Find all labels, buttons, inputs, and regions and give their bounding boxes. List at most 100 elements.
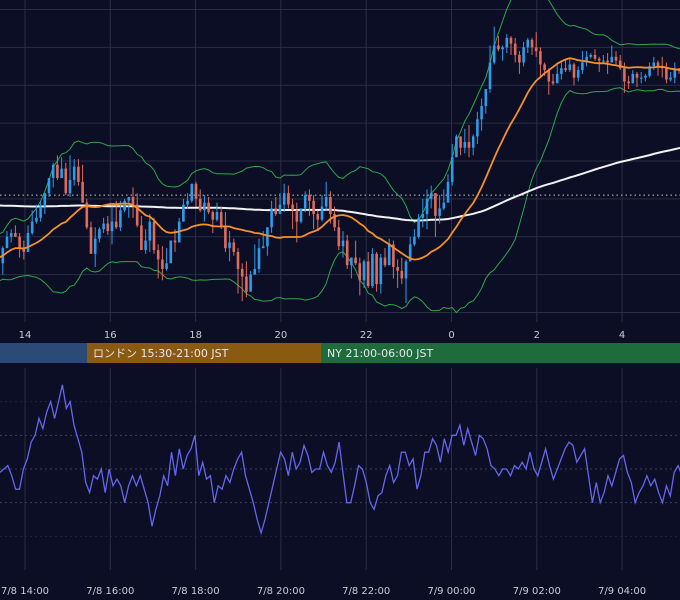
candle [30, 210, 34, 235]
candle [106, 215, 110, 235]
candle [308, 189, 311, 216]
candle [324, 181, 328, 211]
candle-body [156, 250, 160, 260]
candle-body [375, 253, 378, 285]
candle [316, 210, 320, 232]
candle [396, 259, 399, 288]
candle-body [530, 39, 534, 48]
candle-body [18, 236, 21, 249]
candle [43, 193, 47, 215]
candle [488, 45, 492, 93]
candle-body [169, 240, 173, 264]
oscillator-x-axis: 7/8 14:00 7/8 16:00 7/8 18:00 7/8 20:00 7/8 … [1, 586, 646, 597]
oscillator-grid [0, 368, 680, 570]
candle [245, 261, 248, 298]
candle-body [442, 202, 446, 209]
candle-body [463, 142, 467, 148]
candle [119, 200, 122, 232]
candle-body [39, 206, 42, 218]
candle [22, 240, 26, 260]
candle [9, 229, 13, 243]
candle [614, 51, 618, 65]
candle-body [249, 274, 252, 292]
candle [156, 244, 160, 279]
candle-body [484, 89, 488, 107]
candle-body [564, 68, 567, 71]
candle-body [270, 208, 273, 228]
candle [345, 234, 349, 269]
candle-body [497, 45, 500, 50]
candle [72, 159, 76, 186]
candle [585, 51, 588, 67]
candle-body [459, 136, 462, 148]
candle-body [131, 196, 135, 205]
candle [476, 111, 479, 144]
candle-body [106, 223, 110, 232]
candle [110, 206, 114, 245]
candle [102, 217, 105, 233]
candle [47, 178, 51, 197]
candle [211, 210, 215, 233]
candle-body [379, 257, 383, 285]
candle [467, 125, 471, 158]
candle-body [316, 214, 320, 220]
candle [312, 195, 315, 230]
candle [375, 251, 378, 292]
candle-body [278, 204, 282, 215]
oscillator-panel[interactable] [0, 368, 680, 570]
oscillator-x-tick-label: 7/8 14:00 [1, 586, 49, 597]
candle [534, 32, 538, 57]
oscillator-x-tick-label: 7/8 22:00 [342, 586, 390, 597]
candle [366, 251, 370, 288]
candle [198, 189, 202, 213]
candle-body [30, 221, 34, 233]
oscillator-x-tick-label: 7/8 18:00 [172, 586, 220, 597]
candle [450, 143, 454, 186]
candle [358, 257, 362, 296]
candle [337, 219, 341, 251]
candle-body [337, 227, 341, 247]
candle-body [417, 217, 420, 237]
candle [610, 45, 614, 63]
candle [413, 229, 416, 247]
session-london-block [87, 343, 321, 363]
candle-body [56, 164, 59, 179]
candle-body [354, 257, 357, 264]
candle [182, 198, 185, 222]
candle-body [22, 248, 26, 252]
session-ny-label: NY 21:00-06:00 JST [327, 347, 434, 360]
bollinger-lower-band [0, 87, 680, 314]
candle [207, 196, 210, 215]
candle-body [606, 60, 609, 63]
candle-body [501, 47, 504, 50]
candle [266, 227, 269, 256]
oscillator-x-tick-label: 7/9 04:00 [598, 586, 646, 597]
candle [560, 62, 563, 80]
candle [618, 54, 622, 71]
candle [282, 183, 286, 213]
candle [320, 195, 324, 222]
candle-body [77, 166, 80, 182]
candle-body [186, 200, 189, 205]
candle [39, 200, 42, 222]
candle [492, 26, 496, 65]
candle-body [358, 263, 362, 281]
candle-body [627, 81, 630, 84]
candle-body [282, 193, 286, 205]
candle [522, 41, 525, 67]
candle [60, 157, 63, 179]
candle-body [64, 168, 68, 194]
candle-body [295, 210, 299, 222]
candle-body [581, 62, 584, 71]
price-panel[interactable] [0, 0, 680, 322]
candle [257, 238, 261, 273]
bollinger-bands [0, 0, 680, 314]
candle-body [291, 204, 294, 211]
candle [131, 187, 135, 218]
candle-body [446, 181, 450, 203]
candle-body [476, 119, 479, 137]
candle-body [513, 43, 517, 55]
candle-body [114, 221, 118, 228]
candle-body [47, 178, 51, 194]
